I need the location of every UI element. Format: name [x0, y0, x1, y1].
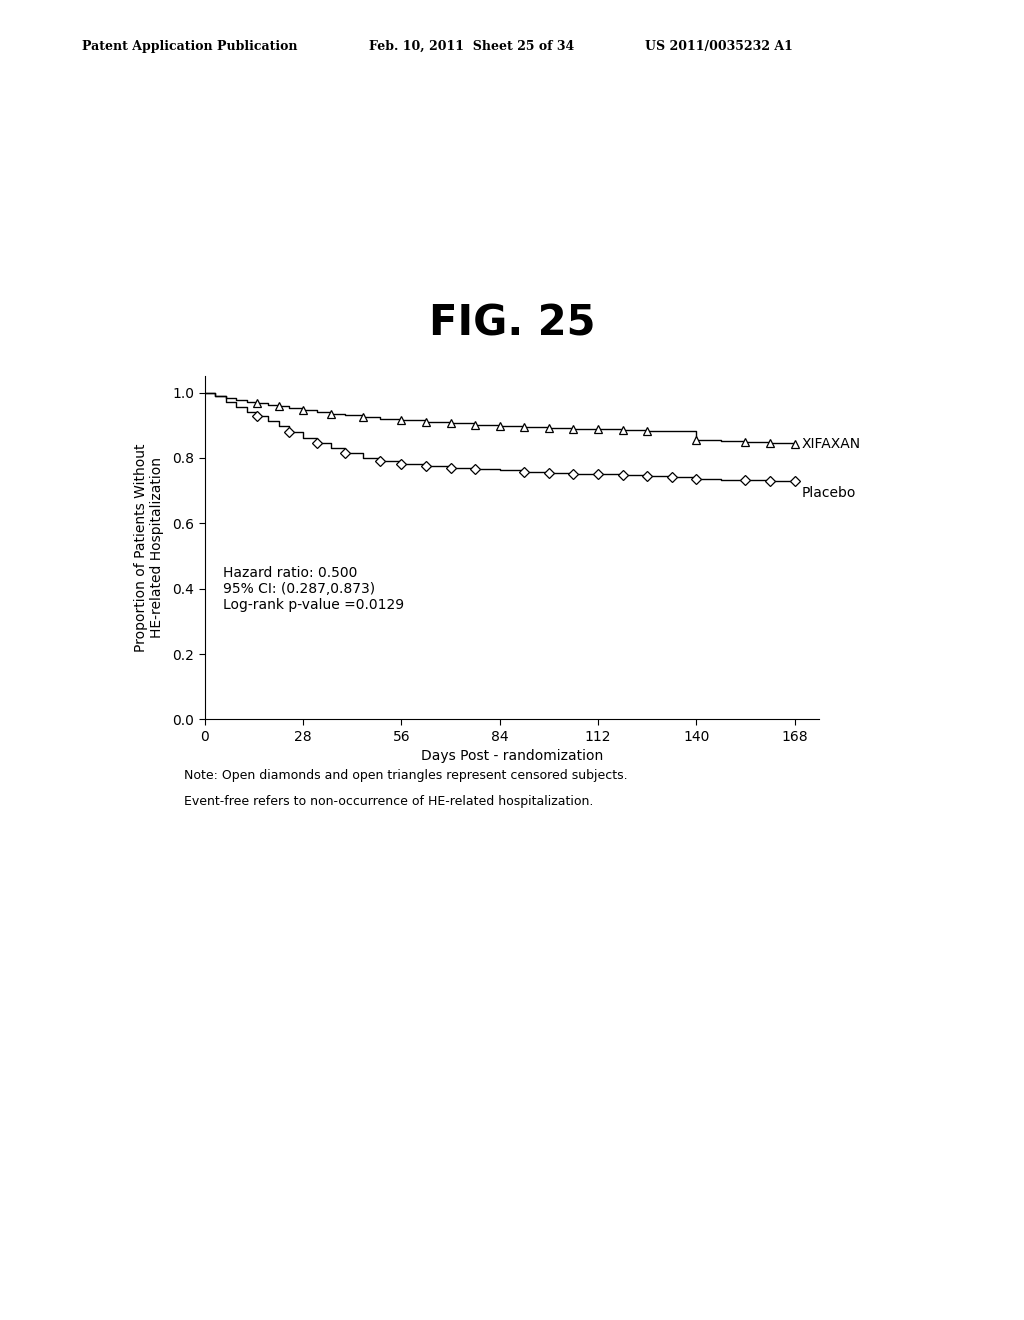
Text: Hazard ratio: 0.500
95% CI: (0.287,0.873)
Log-rank p-value =0.0129: Hazard ratio: 0.500 95% CI: (0.287,0.873…: [223, 566, 404, 612]
Text: US 2011/0035232 A1: US 2011/0035232 A1: [645, 40, 793, 53]
Text: FIG. 25: FIG. 25: [429, 302, 595, 345]
Y-axis label: Proportion of Patients Without
HE-related Hospitalization: Proportion of Patients Without HE-relate…: [134, 444, 164, 652]
Text: Event-free refers to non-occurrence of HE-related hospitalization.: Event-free refers to non-occurrence of H…: [184, 795, 594, 808]
Text: Note: Open diamonds and open triangles represent censored subjects.: Note: Open diamonds and open triangles r…: [184, 768, 628, 781]
Text: Patent Application Publication: Patent Application Publication: [82, 40, 297, 53]
X-axis label: Days Post - randomization: Days Post - randomization: [421, 750, 603, 763]
Text: XIFAXAN: XIFAXAN: [802, 437, 861, 451]
Text: Placebo: Placebo: [802, 486, 856, 499]
Text: Feb. 10, 2011  Sheet 25 of 34: Feb. 10, 2011 Sheet 25 of 34: [369, 40, 573, 53]
